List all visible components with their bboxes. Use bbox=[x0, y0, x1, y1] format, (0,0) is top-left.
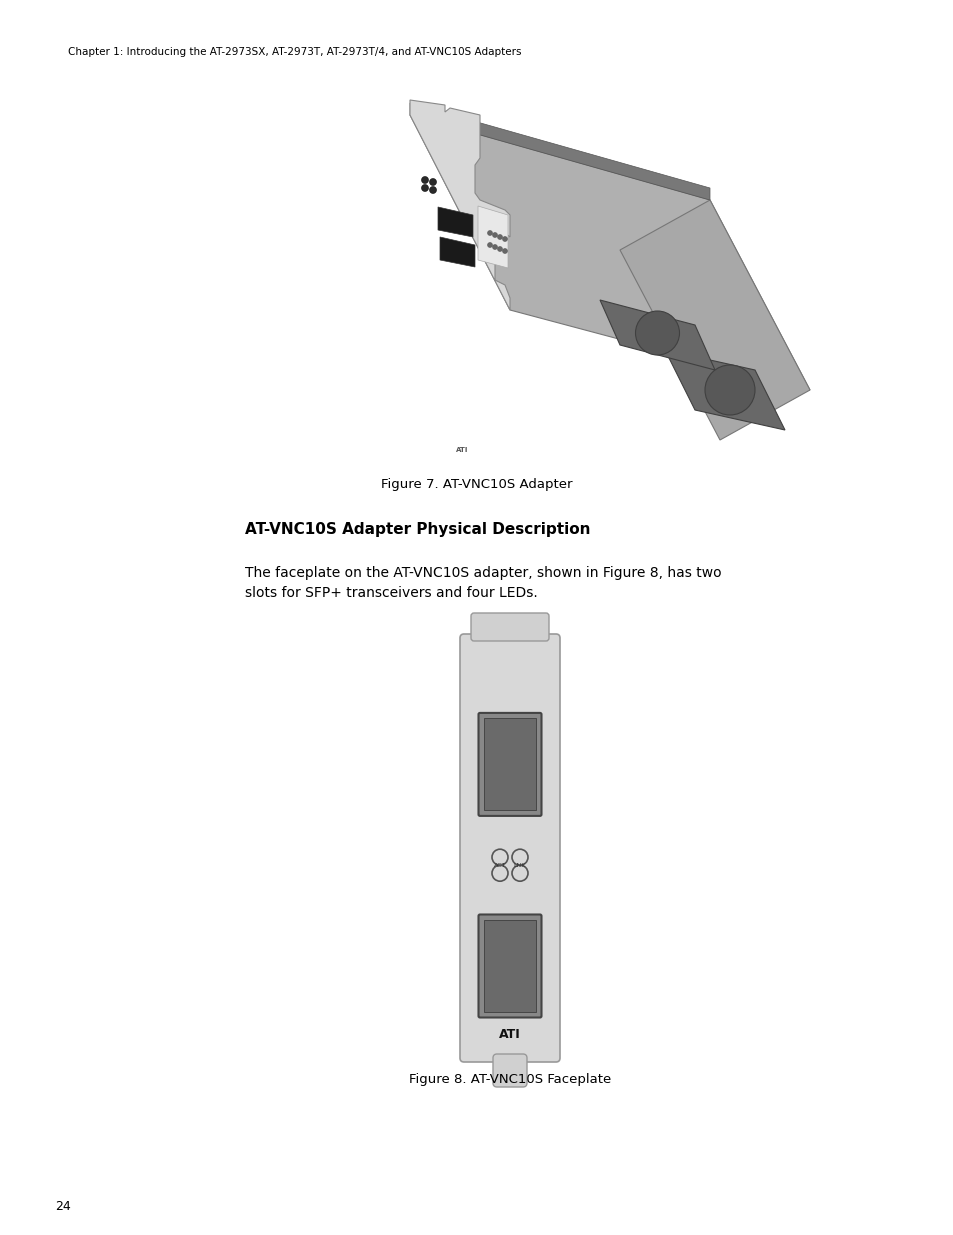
Text: Figure 8. AT-VNC10S Faceplate: Figure 8. AT-VNC10S Faceplate bbox=[409, 1073, 611, 1086]
Polygon shape bbox=[410, 100, 510, 310]
Polygon shape bbox=[664, 350, 784, 430]
Text: The faceplate on the AT-VNC10S adapter, shown in Figure 8, has two: The faceplate on the AT-VNC10S adapter, … bbox=[245, 566, 720, 580]
FancyBboxPatch shape bbox=[471, 613, 548, 641]
Bar bbox=[483, 719, 536, 810]
Bar bbox=[483, 920, 536, 1011]
Circle shape bbox=[512, 866, 527, 882]
Text: Figure 7. AT-VNC10S Adapter: Figure 7. AT-VNC10S Adapter bbox=[381, 478, 572, 492]
Circle shape bbox=[492, 232, 497, 237]
Circle shape bbox=[497, 235, 502, 240]
Text: ATI: ATI bbox=[498, 1028, 520, 1041]
Circle shape bbox=[512, 850, 527, 866]
FancyBboxPatch shape bbox=[478, 914, 541, 1018]
Circle shape bbox=[502, 236, 507, 242]
Circle shape bbox=[487, 242, 492, 247]
Circle shape bbox=[635, 311, 679, 354]
Circle shape bbox=[492, 850, 507, 866]
Circle shape bbox=[429, 186, 436, 194]
Text: Chapter 1: Introducing the AT-2973SX, AT-2973T, AT-2973T/4, and AT-VNC10S Adapte: Chapter 1: Introducing the AT-2973SX, AT… bbox=[68, 47, 521, 57]
Polygon shape bbox=[439, 237, 475, 267]
Circle shape bbox=[421, 177, 428, 184]
Text: AT-VNC10S Adapter Physical Description: AT-VNC10S Adapter Physical Description bbox=[245, 522, 590, 537]
FancyBboxPatch shape bbox=[493, 1053, 526, 1087]
Polygon shape bbox=[437, 207, 473, 237]
Polygon shape bbox=[599, 300, 714, 370]
FancyBboxPatch shape bbox=[459, 634, 559, 1062]
Polygon shape bbox=[619, 200, 809, 440]
Text: ATI: ATI bbox=[456, 447, 468, 453]
Text: LNK: LNK bbox=[514, 863, 526, 868]
Circle shape bbox=[492, 245, 497, 249]
Circle shape bbox=[487, 231, 492, 236]
Polygon shape bbox=[410, 115, 809, 390]
Polygon shape bbox=[477, 206, 507, 268]
FancyBboxPatch shape bbox=[478, 713, 541, 816]
Polygon shape bbox=[410, 103, 709, 200]
Circle shape bbox=[502, 248, 507, 253]
Circle shape bbox=[497, 247, 502, 252]
Circle shape bbox=[492, 866, 507, 882]
Circle shape bbox=[421, 184, 428, 191]
Text: ACT: ACT bbox=[494, 863, 506, 868]
Circle shape bbox=[704, 366, 754, 415]
Text: 24: 24 bbox=[55, 1200, 71, 1213]
Circle shape bbox=[429, 179, 436, 185]
Text: slots for SFP+ transceivers and four LEDs.: slots for SFP+ transceivers and four LED… bbox=[245, 585, 537, 600]
